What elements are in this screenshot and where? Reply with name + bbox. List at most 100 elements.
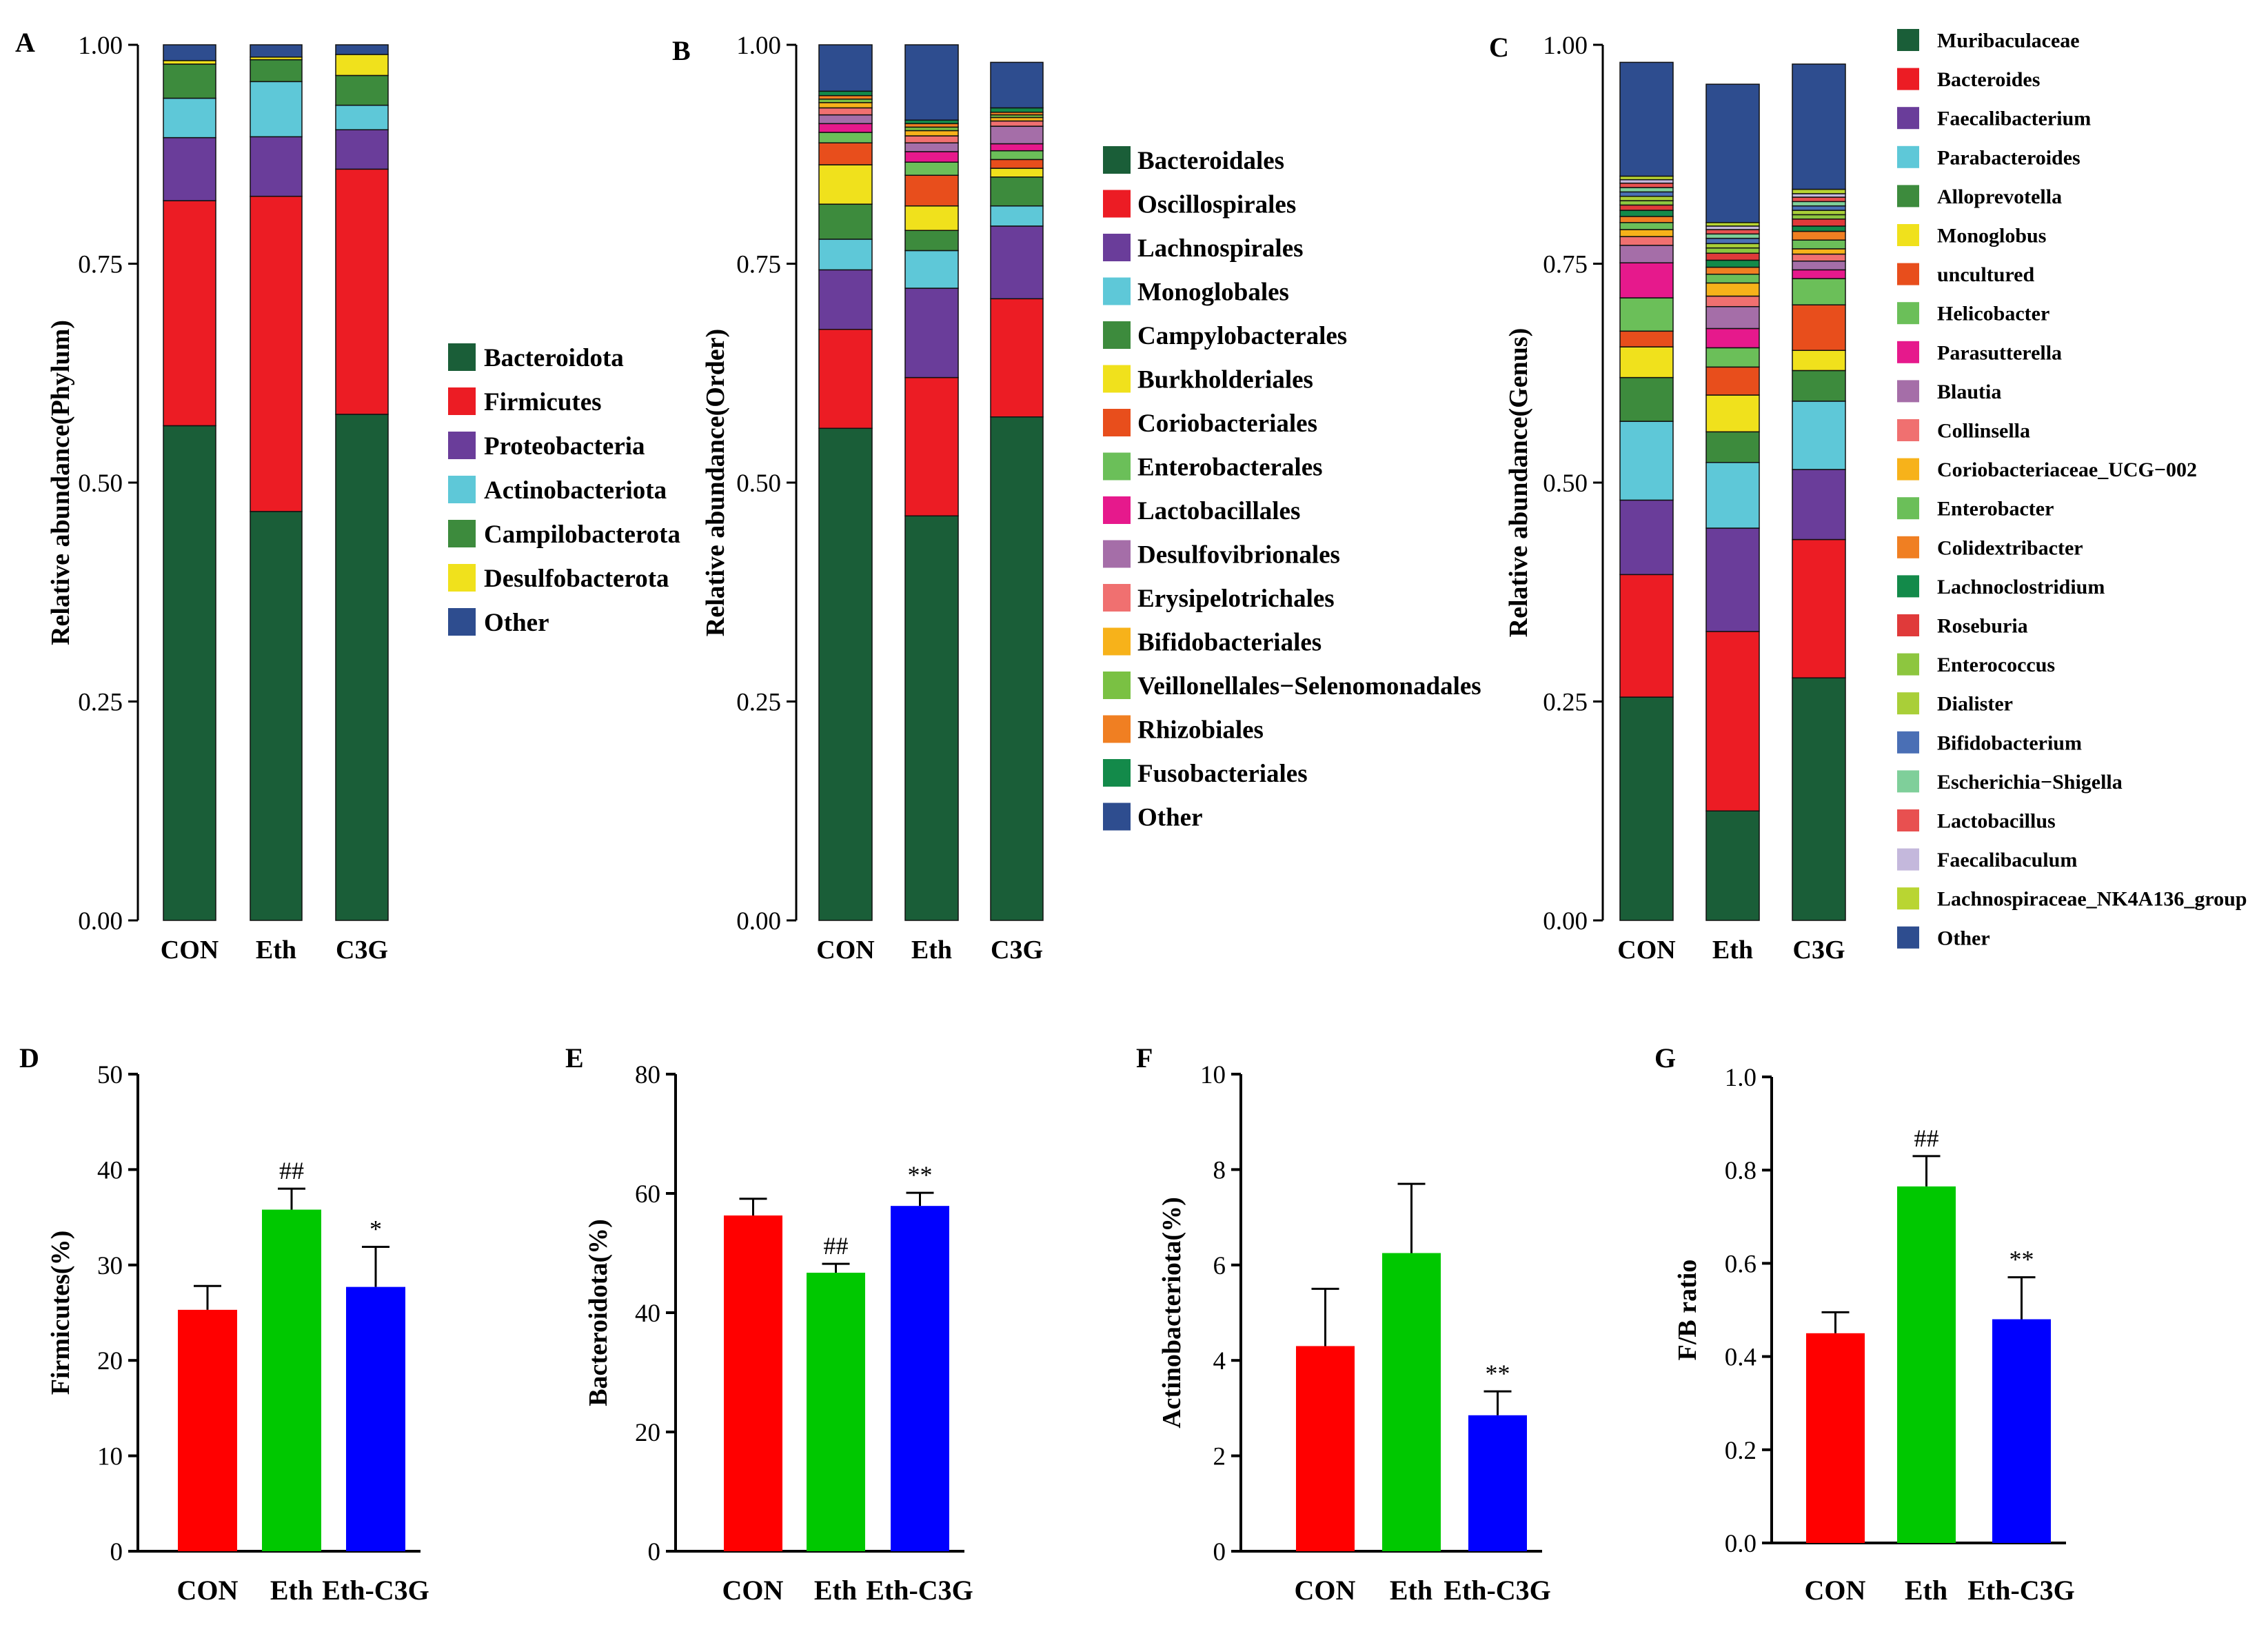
bar-segment-0-1 <box>1619 574 1674 698</box>
y-tick-label: 0.4 <box>1725 1344 1756 1372</box>
significance-mark: ## <box>1914 1124 1939 1152</box>
bar-segment-2-4 <box>335 74 389 106</box>
bar-segment-1-2 <box>904 287 959 379</box>
bar-2 <box>1992 1319 2051 1543</box>
legend-label: uncultured <box>1937 263 2034 286</box>
legend-swatch <box>1897 145 1919 168</box>
bar-segment-1-15 <box>904 44 959 121</box>
legend-swatch <box>1103 321 1131 349</box>
bar-segment-0-20 <box>1619 182 1674 188</box>
bar-segment-1-2 <box>250 136 303 197</box>
panel-label: C <box>1489 32 1509 63</box>
legend-swatch <box>1897 926 1919 949</box>
bar-segment-2-6 <box>335 44 389 55</box>
y-tick-label: 4 <box>1213 1347 1226 1375</box>
bar-segment-1-7 <box>1705 347 1760 368</box>
bar-segment-1-7 <box>904 161 959 176</box>
bar-segment-1-20 <box>1705 229 1760 235</box>
bar-segment-1-22 <box>1705 222 1760 227</box>
legend-swatch <box>1897 692 1919 715</box>
x-tick-label: Eth-C3G <box>322 1575 429 1606</box>
y-tick-label: 20 <box>635 1419 660 1447</box>
bar-segment-0-3 <box>818 239 873 271</box>
bar-0 <box>724 1215 782 1551</box>
y-tick-label: 0.75 <box>78 251 123 279</box>
bar-1 <box>807 1273 865 1551</box>
bar-segment-1-14 <box>1705 259 1760 268</box>
y-tick-label: 0.8 <box>1725 1157 1756 1185</box>
legend-label: Helicobacter <box>1937 303 2049 325</box>
legend-label: Coriobacteriales <box>1137 410 1317 438</box>
bar-segment-2-5 <box>1792 350 1846 372</box>
legend-swatch <box>1897 575 1919 598</box>
bar-segment-1-3 <box>1705 462 1760 529</box>
legend-label: Firmicutes <box>484 388 602 416</box>
bar-segment-1-12 <box>1705 273 1760 284</box>
legend-swatch <box>1897 185 1919 208</box>
bar-segment-0-2 <box>163 137 216 201</box>
x-tick-label: CON <box>177 1575 239 1606</box>
bar-segment-1-6 <box>904 174 959 207</box>
bar-segment-2-9 <box>1792 260 1846 271</box>
legend-label: Blautia <box>1937 381 2001 403</box>
bar-segment-2-16 <box>1792 214 1846 220</box>
y-tick-label: 0.00 <box>736 907 781 936</box>
bar-segment-0-13 <box>818 94 873 100</box>
bar-segment-1-1 <box>250 195 303 512</box>
y-axis-title: Relative abundance(Genus) <box>1504 328 1533 638</box>
bar-segment-0-1 <box>818 329 873 430</box>
legend-swatch <box>1897 263 1919 285</box>
legend-swatch <box>1103 715 1131 743</box>
x-tick-label: Eth <box>256 936 296 965</box>
bar-segment-1-3 <box>904 250 959 289</box>
y-tick-label: 0 <box>110 1538 123 1566</box>
significance-mark: ** <box>908 1161 933 1189</box>
panel-label: E <box>565 1042 584 1073</box>
bar-segment-1-19 <box>1705 233 1760 239</box>
y-tick-label: 20 <box>97 1347 123 1375</box>
legend-label: Campylobacterales <box>1137 322 1347 350</box>
x-tick-label: Eth-C3G <box>1444 1575 1551 1606</box>
bar-segment-2-7 <box>990 150 1044 161</box>
bar-segment-0-3 <box>163 97 216 139</box>
legend-swatch <box>1897 536 1919 558</box>
legend-swatch <box>1897 68 1919 90</box>
bar-segment-0-1 <box>163 200 216 427</box>
bar-segment-2-4 <box>990 176 1044 207</box>
bar-segment-1-6 <box>1705 366 1760 396</box>
y-tick-label: 2 <box>1213 1443 1226 1471</box>
bar-segment-1-21 <box>1705 225 1760 230</box>
x-tick-label: CON <box>1295 1575 1356 1606</box>
legend-swatch <box>1103 146 1131 174</box>
legend-swatch <box>1103 409 1131 436</box>
legend-swatch <box>1897 419 1919 441</box>
y-axis-title: Relative abundance(Phylum) <box>46 320 75 645</box>
bar-0 <box>1296 1346 1355 1551</box>
x-tick-label: Eth <box>270 1575 313 1606</box>
bar-0 <box>1806 1333 1865 1543</box>
legend-swatch <box>448 432 476 459</box>
panel-f: F 0 2 4 6 8 10 Actinobacteriota(%) CON Eth ** Eth-C… <box>1136 1042 1551 1606</box>
legend-swatch <box>448 343 476 371</box>
bar-segment-2-22 <box>1792 188 1846 194</box>
legend-swatch <box>1897 497 1919 520</box>
legend-swatch <box>1897 770 1919 793</box>
bar-segment-2-2 <box>335 129 389 170</box>
bar-segment-0-22 <box>1619 175 1674 181</box>
legend-swatch <box>1897 614 1919 636</box>
bar-segment-2-0 <box>990 416 1044 921</box>
legend-swatch <box>448 476 476 503</box>
bar-segment-2-12 <box>1792 239 1846 250</box>
bar-segment-0-9 <box>818 114 873 125</box>
bar-segment-0-14 <box>818 90 873 97</box>
y-tick-label: 30 <box>97 1252 123 1280</box>
legend-label: Bacteroidales <box>1137 147 1284 175</box>
bar-segment-1-1 <box>904 376 959 517</box>
legend-swatch <box>1103 540 1131 568</box>
legend-label: Bacteroides <box>1937 68 2040 91</box>
legend-label: Burkholderiales <box>1137 365 1313 394</box>
x-tick-label: Eth <box>814 1575 857 1606</box>
legend-label: Lachnoclostridium <box>1937 576 2105 598</box>
bar-segment-1-4 <box>904 230 959 252</box>
y-tick-label: 0.2 <box>1725 1437 1756 1465</box>
